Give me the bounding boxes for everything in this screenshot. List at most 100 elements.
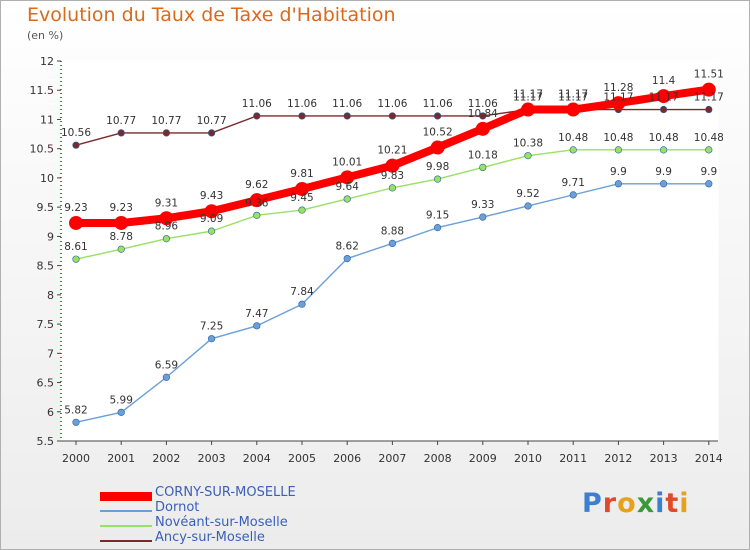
x-tick-label: 2014 bbox=[695, 452, 723, 465]
series-point-1 bbox=[69, 215, 83, 230]
series-point-2 bbox=[434, 224, 442, 232]
series-point-1 bbox=[114, 215, 129, 230]
series-point-1 bbox=[159, 211, 174, 226]
data-label: 9.15 bbox=[426, 210, 449, 222]
data-label: 8.88 bbox=[381, 225, 404, 237]
logo-letter: i bbox=[679, 488, 690, 519]
x-tick-label: 2013 bbox=[650, 452, 678, 465]
data-label: 9.52 bbox=[516, 188, 539, 200]
data-label: 7.84 bbox=[290, 286, 314, 298]
data-label: 9.31 bbox=[155, 197, 178, 209]
data-label: 9.43 bbox=[200, 190, 223, 202]
series-point-2 bbox=[162, 373, 170, 381]
y-tick-label: 9.5 bbox=[37, 201, 55, 214]
data-label: 11.17 bbox=[694, 92, 724, 104]
legend-swatch bbox=[100, 510, 152, 512]
series-point-3 bbox=[524, 152, 532, 160]
y-tick-label: 6.5 bbox=[37, 377, 55, 390]
series-point-3 bbox=[253, 211, 261, 219]
data-label: 9.23 bbox=[64, 202, 87, 214]
logo-letter: x bbox=[636, 488, 656, 519]
legend-item: Novéant-sur-Moselle bbox=[100, 515, 430, 532]
series-point-2 bbox=[614, 180, 623, 188]
data-label: 11.51 bbox=[694, 69, 724, 81]
series-point-1 bbox=[521, 102, 535, 117]
series-point-2 bbox=[479, 213, 487, 221]
series-point-3 bbox=[388, 184, 397, 192]
y-tick-label: 8 bbox=[47, 289, 54, 302]
legend-item: Dornot bbox=[100, 500, 430, 517]
series-point-3 bbox=[162, 235, 170, 243]
series-point-2 bbox=[524, 202, 532, 210]
x-tick-label: 2003 bbox=[198, 452, 226, 465]
series-point-2 bbox=[659, 180, 668, 188]
data-label: 9.09 bbox=[200, 213, 223, 225]
data-label: 9.9 bbox=[655, 166, 672, 178]
legend-swatch bbox=[100, 540, 152, 542]
series-point-2 bbox=[253, 322, 261, 330]
proxiti-logo: Proxiti bbox=[582, 488, 690, 519]
x-tick-label: 2012 bbox=[604, 452, 632, 465]
data-label: 8.78 bbox=[110, 231, 133, 243]
data-label: 11.28 bbox=[603, 82, 633, 94]
data-label: 10.38 bbox=[513, 138, 543, 150]
data-label: 11.17 bbox=[513, 92, 543, 104]
series-point-3 bbox=[479, 163, 487, 171]
data-label: 7.25 bbox=[200, 321, 223, 333]
data-label: 9.23 bbox=[110, 202, 133, 214]
series-point-2 bbox=[388, 239, 397, 247]
data-label: 10.48 bbox=[694, 132, 724, 144]
data-label: 10.48 bbox=[558, 132, 588, 144]
series-point-3 bbox=[343, 195, 351, 203]
data-label: 10.48 bbox=[603, 132, 633, 144]
legend-label: Ancy-sur-Moselle bbox=[155, 530, 265, 545]
series-point-1 bbox=[430, 140, 445, 155]
y-tick-label: 11.5 bbox=[30, 84, 55, 97]
x-tick-label: 2009 bbox=[469, 452, 497, 465]
data-label: 10.56 bbox=[61, 127, 91, 139]
logo-letter: i bbox=[655, 488, 666, 519]
legend-item: Ancy-sur-Moselle bbox=[100, 530, 430, 547]
series-point-2 bbox=[705, 180, 713, 188]
data-label: 10.21 bbox=[377, 145, 407, 157]
logo-letter: o bbox=[617, 488, 637, 519]
series-point-4 bbox=[479, 112, 487, 120]
data-label: 9.71 bbox=[562, 177, 585, 189]
data-label: 11.17 bbox=[513, 89, 543, 101]
series-point-3 bbox=[117, 245, 125, 253]
series-point-1 bbox=[656, 89, 671, 104]
data-label: 8.96 bbox=[155, 221, 179, 233]
logo-letter: t bbox=[665, 488, 680, 519]
series-point-1 bbox=[566, 102, 581, 117]
data-label: 10.77 bbox=[197, 115, 227, 127]
series-point-4 bbox=[162, 129, 170, 137]
series-point-4 bbox=[659, 105, 668, 114]
data-label: 9.62 bbox=[245, 179, 268, 191]
series-point-4 bbox=[705, 105, 713, 114]
x-tick-label: 2001 bbox=[107, 452, 135, 465]
data-label: 9.9 bbox=[610, 166, 627, 178]
data-label: 11.17 bbox=[558, 92, 588, 104]
legend-swatch bbox=[100, 492, 152, 501]
logo-letter: r bbox=[602, 488, 618, 519]
y-tick-label: 5.5 bbox=[37, 435, 55, 448]
x-tick-label: 2011 bbox=[559, 452, 587, 465]
legend-label: Novéant-sur-Moselle bbox=[155, 515, 288, 530]
y-tick-label: 10.5 bbox=[30, 143, 55, 156]
series-point-3 bbox=[659, 146, 668, 154]
data-label: 9.64 bbox=[336, 181, 360, 193]
y-tick-label: 12 bbox=[40, 55, 54, 68]
x-tick-label: 2008 bbox=[424, 452, 452, 465]
series-point-3 bbox=[72, 255, 80, 263]
series-point-2 bbox=[343, 255, 351, 263]
series-point-3 bbox=[569, 146, 577, 154]
data-label: 9.33 bbox=[471, 199, 494, 211]
x-tick-label: 2007 bbox=[378, 452, 406, 465]
y-tick-label: 7.5 bbox=[37, 318, 55, 331]
data-label: 11.06 bbox=[423, 98, 453, 110]
data-label: 10.84 bbox=[468, 108, 498, 120]
data-label: 9.98 bbox=[426, 161, 449, 173]
data-label: 11.06 bbox=[468, 98, 498, 110]
x-tick-label: 2006 bbox=[333, 452, 361, 465]
series-point-1 bbox=[701, 82, 716, 97]
